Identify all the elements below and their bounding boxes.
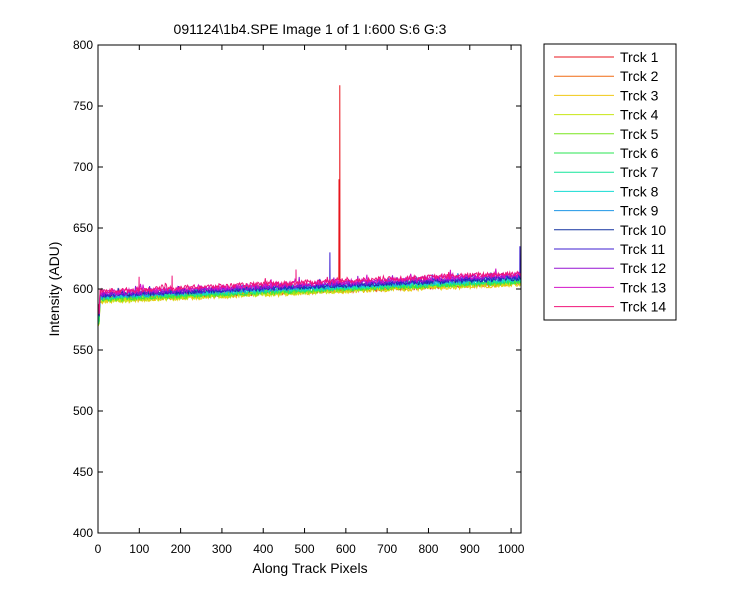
chart-title: 091124\1b4.SPE Image 1 of 1 I:600 S:6 G:… [174, 21, 447, 37]
y-axis-label: Intensity (ADU) [46, 242, 62, 337]
x-tick-label: 600 [336, 542, 356, 556]
y-tick-label: 500 [73, 404, 93, 418]
x-tick-label: 1000 [498, 542, 525, 556]
x-tick-label: 300 [212, 542, 232, 556]
x-tick-label: 200 [171, 542, 191, 556]
series-line-trck-14 [97, 269, 522, 314]
x-tick-label: 800 [418, 542, 438, 556]
series-line-trck-6 [97, 276, 522, 324]
x-tick-label: 100 [129, 542, 149, 556]
y-tick-label: 800 [73, 38, 93, 52]
y-tick-label: 400 [73, 526, 93, 540]
x-axis-label: Along Track Pixels [252, 560, 367, 576]
y-tick-label: 700 [73, 160, 93, 174]
legend-label: Trck 6 [620, 145, 659, 161]
x-tick-label: 900 [460, 542, 480, 556]
x-tick-label: 700 [377, 542, 397, 556]
y-tick-label: 750 [73, 99, 93, 113]
legend-label: Trck 11 [620, 241, 665, 257]
legend-label: Trck 2 [620, 68, 659, 84]
legend-label: Trck 3 [620, 87, 659, 103]
legend-label: Trck 8 [620, 183, 659, 199]
y-axis: 400 450 500 550 600 650 700 750 800 [73, 38, 521, 540]
legend-label: Trck 1 [620, 49, 659, 65]
legend: Trck 1 Trck 2 Trck 3 Trck 4 Trck 5 Trck 6 Trck… [543, 43, 677, 321]
x-tick-label: 400 [253, 542, 273, 556]
x-axis: 0 100 200 300 400 500 600 700 800 900 1000 [95, 45, 525, 556]
y-tick-label: 550 [73, 343, 93, 357]
series-layer [97, 85, 522, 327]
legend-label: Trck 9 [620, 203, 659, 219]
legend-label: Trck 13 [620, 279, 666, 295]
y-tick-label: 600 [73, 282, 93, 296]
legend-label: Trck 12 [620, 260, 666, 276]
legend-label: Trck 14 [620, 299, 666, 315]
legend-label: Trck 7 [620, 164, 659, 180]
y-tick-label: 450 [73, 465, 93, 479]
legend-label: Trck 10 [620, 222, 666, 238]
y-tick-label: 650 [73, 221, 93, 235]
legend-label: Trck 5 [620, 126, 659, 142]
x-tick-label: 500 [295, 542, 315, 556]
x-tick-label: 0 [95, 542, 102, 556]
legend-box [543, 43, 677, 321]
legend-label: Trck 4 [620, 107, 659, 123]
